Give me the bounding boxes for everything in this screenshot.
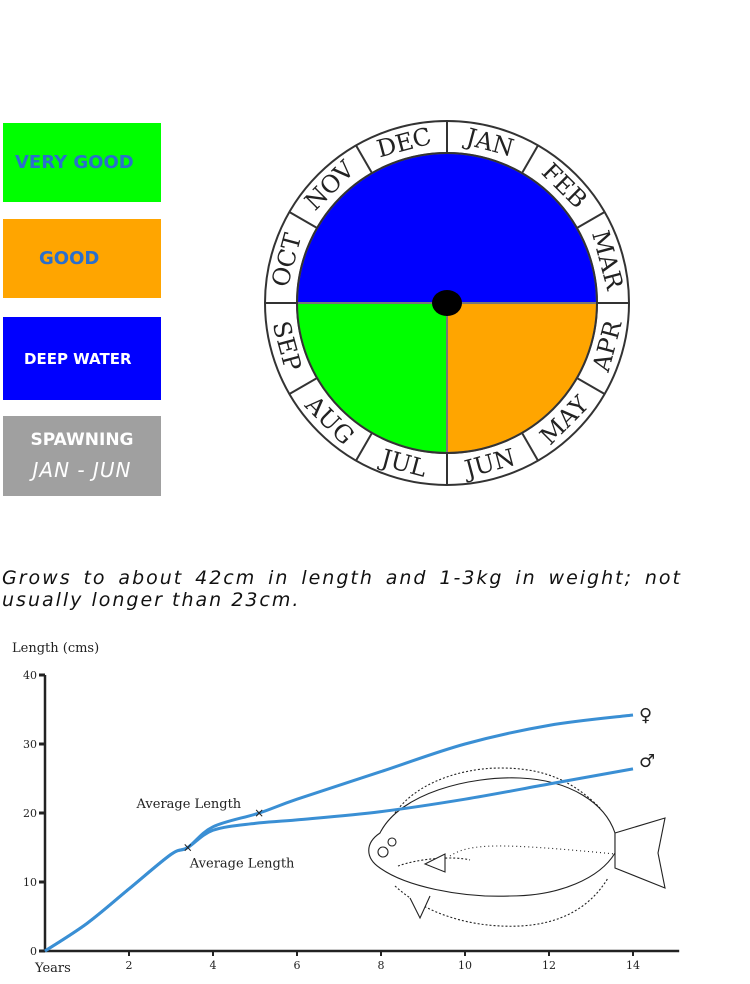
average-length-marker: × <box>183 841 193 855</box>
legend-very-good-label: VERY GOOD <box>15 152 134 173</box>
wheel-divider <box>521 432 539 462</box>
x-tick-label: 4 <box>210 959 217 972</box>
wheel-slice-very-good <box>295 302 448 455</box>
growth-annotations: × Average Length × Average Length <box>136 797 295 872</box>
wheel-divider <box>288 377 318 395</box>
x-tick-label: 6 <box>294 959 301 972</box>
legend-deep-water: DEEP WATER <box>3 317 161 400</box>
wheel-hub <box>432 290 462 316</box>
wheel-slices <box>295 152 599 455</box>
legend-good-label: GOOD <box>39 248 100 269</box>
x-tick-label: 14 <box>626 959 640 972</box>
legend-deep-water-label: DEEP WATER <box>24 349 132 368</box>
average-length-label: Average Length <box>189 857 295 872</box>
growth-ticks: 0 10 20 30 40 2 4 6 8 10 12 14 <box>23 669 640 972</box>
y-axis-title: Length (cms) <box>12 641 99 656</box>
legend-spawning-months: JAN - JUN <box>32 458 132 482</box>
x-tick-label: 12 <box>542 959 556 972</box>
wheel-divider <box>288 211 318 229</box>
species-description: Grows to about 42cm in length and 1-3kg … <box>2 567 682 611</box>
y-tick-label: 20 <box>23 807 37 820</box>
wheel-slice-good <box>446 302 599 455</box>
wheel-divider <box>576 377 606 395</box>
x-axis-title: Years <box>34 961 71 976</box>
growth-chart: Length (cms) Years 0 10 20 30 40 2 4 6 8 10 12 14 ♀… <box>0 628 690 984</box>
legend-good: GOOD <box>3 219 161 298</box>
y-tick-label: 10 <box>23 876 37 889</box>
y-tick-label: 0 <box>30 945 37 958</box>
average-length-marker: × <box>254 806 264 820</box>
y-tick-label: 30 <box>23 738 37 751</box>
wheel-divider <box>521 144 539 174</box>
average-length-label: Average Length <box>136 797 242 812</box>
wheel-divider <box>355 144 373 174</box>
legend-very-good: VERY GOOD <box>3 123 161 202</box>
female-symbol: ♀ <box>639 705 652 726</box>
wheel-divider <box>355 432 373 462</box>
x-tick-label: 2 <box>126 959 133 972</box>
growth-lines: ♀♂ <box>44 705 655 953</box>
wheel-divider <box>576 211 606 229</box>
x-tick-label: 10 <box>458 959 472 972</box>
legend-spawning-label: SPAWNING <box>30 430 134 450</box>
legend-spawning: SPAWNING JAN - JUN <box>3 416 161 496</box>
x-tick-label: 8 <box>378 959 385 972</box>
male-symbol: ♂ <box>639 751 655 772</box>
wheel-ring <box>264 120 630 486</box>
flounder-illustration <box>368 767 666 927</box>
male-growth-line <box>44 767 634 953</box>
y-tick-label: 40 <box>23 669 37 682</box>
